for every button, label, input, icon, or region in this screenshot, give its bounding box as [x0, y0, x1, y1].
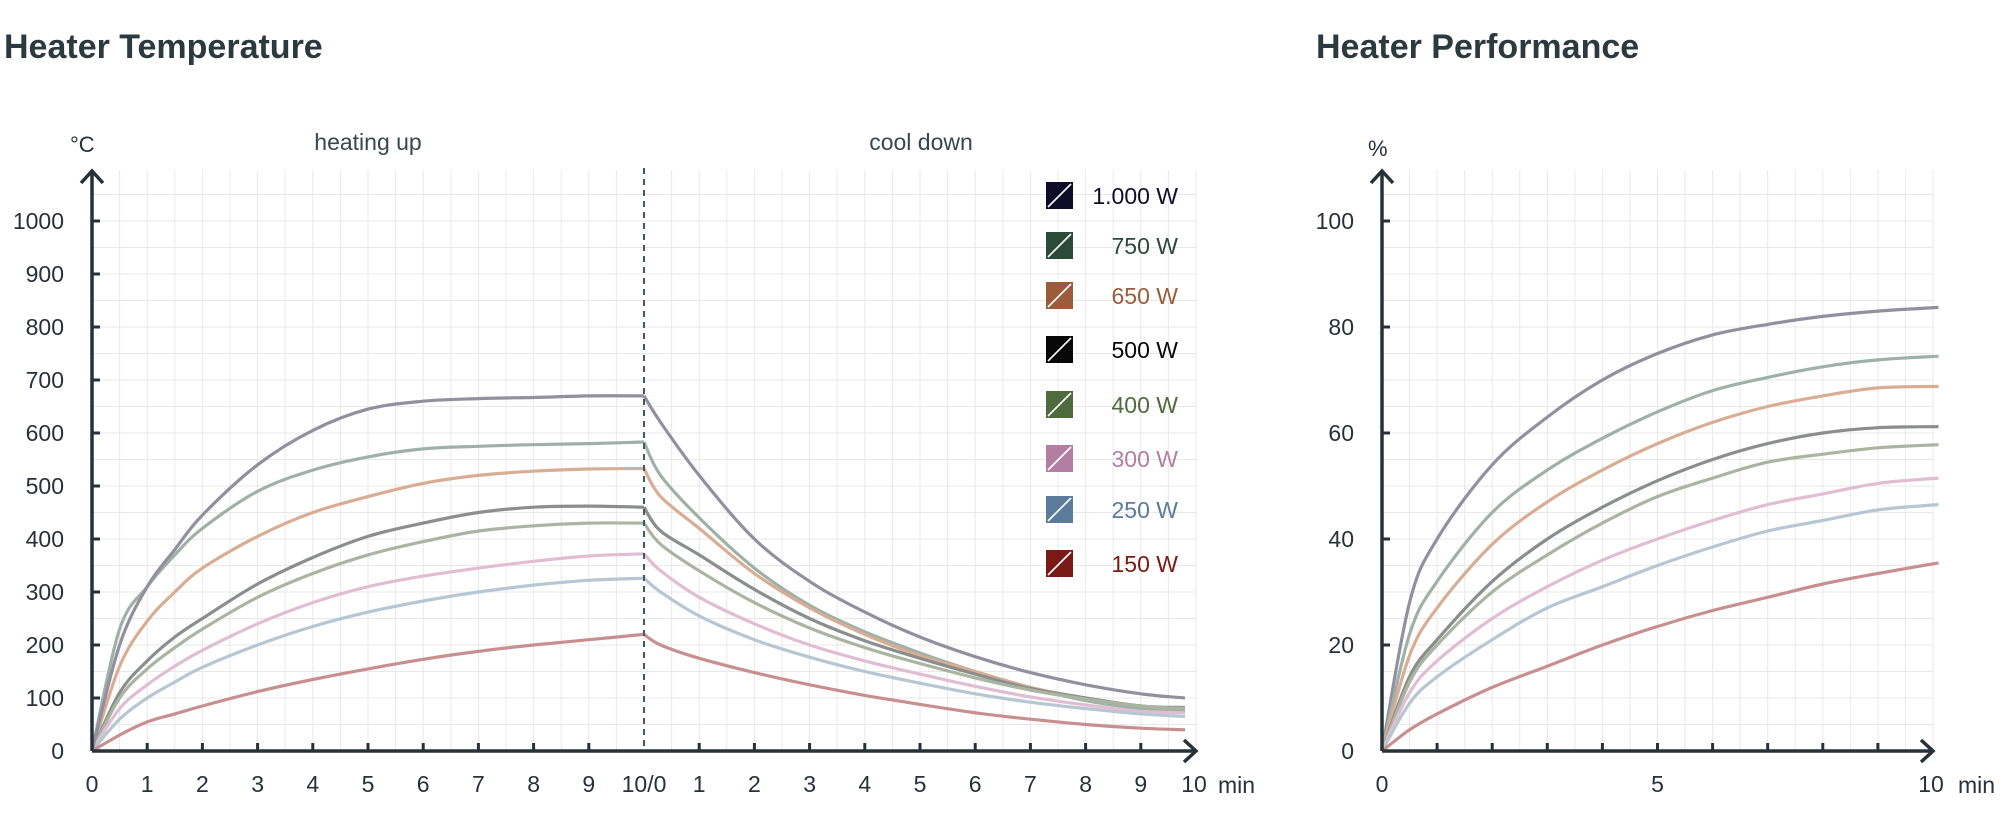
x-tick-label: 0	[1376, 771, 1389, 797]
x-tick-label: 8	[527, 771, 540, 797]
series-line	[1380, 425, 1939, 752]
y-axis-label: %	[1368, 136, 1388, 161]
x-tick-label: 1	[693, 771, 706, 797]
series-line	[1380, 305, 1939, 752]
x-axis-arrow	[1919, 738, 1936, 764]
legend-swatch-slash	[1047, 337, 1072, 362]
series-line-heating	[90, 576, 645, 753]
legend-swatch-slash	[1047, 497, 1072, 522]
legend-swatch-slash	[1047, 183, 1072, 208]
legend-label: 500 W	[1112, 337, 1179, 363]
series-line-cooling	[642, 441, 1186, 713]
x-tick-label: 6	[969, 771, 982, 797]
y-axis-arrow	[1369, 168, 1395, 185]
y-tick-label: 100	[1316, 208, 1354, 234]
temperature-chart-title: Heater Temperature	[4, 28, 323, 66]
x-tick-label: 5	[362, 771, 375, 797]
y-tick-label: 200	[26, 632, 64, 658]
section-label-heating: heating up	[314, 129, 421, 155]
x-tick-label-divider: 10/0	[622, 771, 667, 797]
legend-swatch-slash	[1047, 551, 1072, 576]
x-tick-label: 9	[1134, 771, 1147, 797]
series-line	[1380, 354, 1939, 752]
y-tick-label: 400	[26, 526, 64, 552]
legend-label: 400 W	[1112, 392, 1179, 418]
series-line-cooling	[643, 633, 1186, 732]
x-tick-label: 10	[1181, 771, 1207, 797]
legend-label: 300 W	[1112, 446, 1179, 472]
series-line	[1380, 384, 1939, 752]
y-tick-label: 20	[1328, 632, 1354, 658]
series-line	[1380, 503, 1939, 752]
series-line	[1380, 443, 1939, 752]
performance-chart-title: Heater Performance	[1316, 28, 1640, 66]
legend-label: 650 W	[1112, 283, 1179, 309]
x-tick-label: 7	[472, 771, 485, 797]
y-tick-label: 600	[26, 420, 64, 446]
series-line-heating	[90, 521, 645, 752]
y-tick-label: 0	[51, 738, 64, 764]
x-tick-label: 4	[306, 771, 319, 797]
y-axis-arrow	[79, 168, 105, 185]
legend-swatch-slash	[1047, 392, 1072, 417]
series-line-cooling	[642, 506, 1186, 710]
series-line-cooling	[642, 395, 1186, 700]
x-tick-label: 2	[748, 771, 761, 797]
series-line-cooling	[642, 522, 1186, 711]
x-tick-label: 9	[582, 771, 595, 797]
series-line-cooling	[642, 576, 1186, 719]
x-tick-label: 2	[196, 771, 209, 797]
x-tick-label: 5	[1651, 771, 1664, 797]
x-tick-label: 3	[251, 771, 264, 797]
series-line-heating	[90, 504, 645, 752]
legend-swatch-slash	[1047, 283, 1072, 308]
section-label-cooling: cool down	[869, 129, 973, 155]
series-line-heating	[90, 466, 645, 752]
x-tick-label: 8	[1079, 771, 1092, 797]
y-tick-label: 900	[26, 261, 64, 287]
x-tick-label: 4	[858, 771, 871, 797]
y-tick-label: 60	[1328, 420, 1354, 446]
legend-label: 250 W	[1112, 497, 1179, 523]
series-line	[1381, 561, 1939, 753]
legend-label: 150 W	[1112, 551, 1179, 577]
series-line	[1380, 476, 1939, 752]
x-tick-label: 1	[141, 771, 154, 797]
x-tick-label: 3	[803, 771, 816, 797]
y-tick-label: 800	[26, 314, 64, 340]
series-line-heating	[90, 552, 645, 752]
y-tick-label: 100	[26, 685, 64, 711]
y-tick-label: 300	[26, 579, 64, 605]
series-line-heating	[91, 632, 645, 753]
legend-swatch-slash	[1047, 233, 1072, 258]
x-tick-label: 0	[86, 771, 99, 797]
series-line-heating	[90, 440, 645, 752]
x-axis-unit: min	[1218, 772, 1255, 798]
y-tick-label: 40	[1328, 526, 1354, 552]
x-tick-label: 7	[1024, 771, 1037, 797]
y-tick-label: 500	[26, 473, 64, 499]
x-tick-label: 6	[417, 771, 430, 797]
legend-label: 750 W	[1112, 233, 1179, 259]
y-tick-label: 0	[1341, 738, 1354, 764]
y-tick-label: 700	[26, 367, 64, 393]
x-tick-label: 10	[1918, 771, 1944, 797]
legend-label: 1.000 W	[1092, 183, 1178, 209]
series-line-heating	[90, 394, 645, 752]
legend-swatch-slash	[1047, 446, 1072, 471]
series-line-cooling	[642, 552, 1186, 715]
x-tick-label: 5	[914, 771, 927, 797]
y-axis-label: °C	[70, 132, 95, 157]
x-axis-arrow	[1182, 738, 1199, 764]
y-tick-label: 80	[1328, 314, 1354, 340]
y-tick-label: 1000	[13, 208, 64, 234]
x-axis-unit: min	[1958, 772, 1995, 798]
